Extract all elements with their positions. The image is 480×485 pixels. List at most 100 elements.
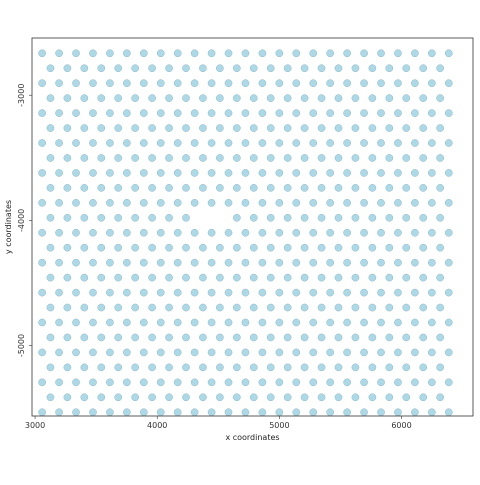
data-point xyxy=(132,95,139,102)
data-point xyxy=(216,154,223,161)
data-point xyxy=(335,334,342,341)
data-point xyxy=(123,349,130,356)
data-point xyxy=(182,334,189,341)
data-point xyxy=(55,110,62,117)
data-point xyxy=(327,379,334,386)
data-point xyxy=(39,169,46,176)
data-point xyxy=(106,409,113,416)
data-point xyxy=(386,304,393,311)
data-point xyxy=(310,50,317,57)
data-point xyxy=(225,199,232,206)
data-point xyxy=(182,274,189,281)
data-point xyxy=(106,259,113,266)
data-point xyxy=(89,289,96,296)
data-point xyxy=(335,244,342,251)
data-point xyxy=(377,110,384,117)
data-point xyxy=(64,65,71,72)
data-point xyxy=(98,244,105,251)
data-point xyxy=(140,289,147,296)
data-point xyxy=(115,124,122,131)
data-point xyxy=(445,229,452,236)
data-point xyxy=(394,379,401,386)
data-point xyxy=(259,289,266,296)
data-point xyxy=(369,65,376,72)
data-point xyxy=(335,95,342,102)
data-point xyxy=(360,199,367,206)
data-point xyxy=(182,124,189,131)
data-point xyxy=(250,274,257,281)
data-point xyxy=(89,110,96,117)
data-point xyxy=(165,244,172,251)
data-point xyxy=(199,274,206,281)
data-point xyxy=(301,304,308,311)
data-point xyxy=(165,364,172,371)
data-point xyxy=(428,259,435,266)
data-point xyxy=(140,349,147,356)
data-point xyxy=(89,409,96,416)
data-point xyxy=(140,199,147,206)
data-point xyxy=(115,95,122,102)
data-point xyxy=(259,259,266,266)
data-point xyxy=(420,184,427,191)
data-point xyxy=(199,394,206,401)
data-point xyxy=(386,95,393,102)
data-point xyxy=(352,214,359,221)
data-point xyxy=(174,199,181,206)
data-point xyxy=(276,409,283,416)
data-point xyxy=(72,50,79,57)
data-point xyxy=(55,259,62,266)
data-point xyxy=(259,110,266,117)
data-point xyxy=(39,50,46,57)
data-point xyxy=(199,184,206,191)
data-point xyxy=(327,259,334,266)
data-point xyxy=(276,379,283,386)
data-point xyxy=(225,229,232,236)
data-point xyxy=(352,65,359,72)
data-point xyxy=(216,244,223,251)
data-point xyxy=(98,274,105,281)
data-point xyxy=(225,50,232,57)
data-point xyxy=(377,409,384,416)
data-point xyxy=(377,139,384,146)
data-point xyxy=(242,409,249,416)
data-point xyxy=(377,199,384,206)
data-point xyxy=(437,124,444,131)
data-point xyxy=(386,394,393,401)
data-point xyxy=(276,229,283,236)
data-point xyxy=(437,214,444,221)
data-point xyxy=(47,214,54,221)
data-point xyxy=(182,214,189,221)
data-point xyxy=(233,274,240,281)
data-point xyxy=(445,80,452,87)
data-point xyxy=(39,80,46,87)
data-point xyxy=(174,50,181,57)
data-point xyxy=(352,304,359,311)
data-point xyxy=(327,349,334,356)
data-point xyxy=(259,409,266,416)
data-point xyxy=(327,139,334,146)
data-point xyxy=(242,229,249,236)
data-point xyxy=(276,199,283,206)
data-point xyxy=(233,394,240,401)
data-point xyxy=(174,229,181,236)
data-point xyxy=(191,80,198,87)
y-tick-label: -5000 xyxy=(17,334,26,357)
data-point xyxy=(115,244,122,251)
data-point xyxy=(72,139,79,146)
data-point xyxy=(445,110,452,117)
data-point xyxy=(377,169,384,176)
data-point xyxy=(445,289,452,296)
data-point xyxy=(445,379,452,386)
data-point xyxy=(293,169,300,176)
data-point xyxy=(420,244,427,251)
data-point xyxy=(115,394,122,401)
data-point xyxy=(242,50,249,57)
data-point xyxy=(428,50,435,57)
data-point xyxy=(149,364,156,371)
data-point xyxy=(149,154,156,161)
data-point xyxy=(106,110,113,117)
data-point xyxy=(81,65,88,72)
data-point xyxy=(149,274,156,281)
data-point xyxy=(149,124,156,131)
data-point xyxy=(344,289,351,296)
